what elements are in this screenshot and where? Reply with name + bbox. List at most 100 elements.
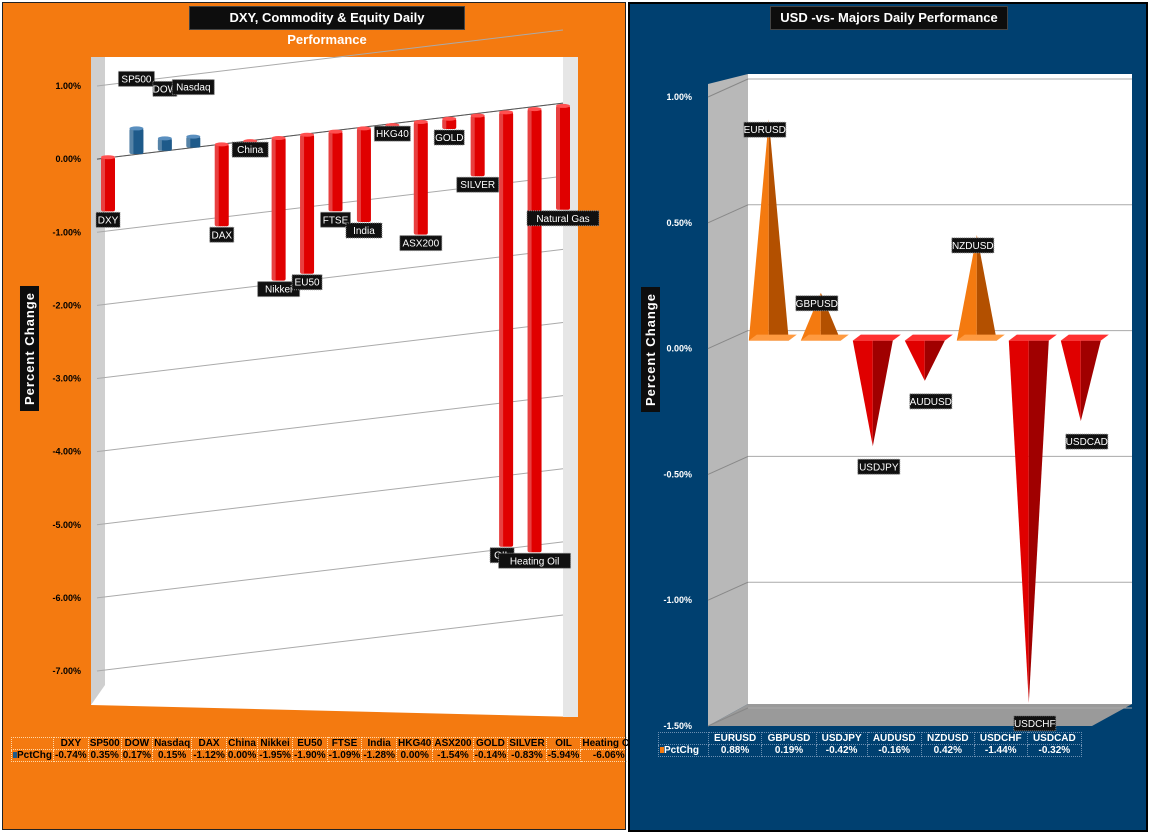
table-value-cell: -1.54% [432, 749, 474, 762]
bar [214, 144, 229, 227]
data-label-box [231, 141, 269, 158]
table-value-cell: -1.28% [361, 749, 397, 762]
y-tick-label: -0.50% [663, 469, 692, 479]
data-label-box [433, 129, 465, 146]
y-tick-label: -5.00% [52, 520, 81, 530]
data-label: AUDUSD [909, 393, 953, 410]
bar [356, 128, 371, 222]
gridline-side [707, 581, 749, 601]
table-value-cell: 0.42% [920, 744, 975, 757]
data-label: Heating Oil [498, 552, 572, 569]
legend-swatch [13, 752, 17, 758]
table-header-cell: FTSE [326, 737, 363, 750]
bar-highlight [556, 105, 560, 210]
y-tick-label: 0.00% [55, 154, 81, 164]
data-label-text: Heating Oil [510, 556, 559, 567]
data-label-text: HKG40 [376, 129, 409, 140]
data-label: USDJPY [857, 458, 901, 475]
left-y-axis-label: Percent Change [19, 286, 39, 411]
data-label: EU50 [291, 274, 323, 291]
bar [300, 134, 315, 274]
data-label: DOW [152, 80, 178, 97]
table-header-cell: Nasdaq [152, 737, 193, 750]
bar-highlight [101, 157, 105, 212]
table-header-cell: OIL [545, 737, 582, 750]
y-tick-label: -6.00% [52, 593, 81, 603]
table-header-cell: DOW [120, 737, 154, 750]
data-label-box [498, 552, 572, 569]
data-label: China [231, 141, 269, 158]
y-tick-label: -4.00% [52, 447, 81, 457]
data-label-box [1065, 433, 1109, 450]
pyramid-side [1080, 340, 1101, 422]
bar-cap [214, 142, 229, 147]
data-label-box [526, 210, 600, 227]
gridline [96, 395, 564, 453]
table-value-cell: 0.17% [120, 749, 154, 762]
plot-side-wall [708, 74, 748, 726]
bar-cap [413, 119, 428, 124]
left-table-header-row: DXY SP500 DOW Nasdaq DAX China Nikkei EU50 FTSE I… [11, 737, 697, 750]
bar-cap [271, 135, 286, 140]
table-header-cell: USDJPY [815, 732, 868, 745]
gridline [96, 248, 564, 306]
bar-cap [356, 126, 371, 131]
bar-highlight [328, 131, 333, 212]
data-label: USDCHF [1013, 715, 1057, 732]
pyramid-face [956, 234, 977, 341]
gridline [96, 541, 564, 599]
data-label-text: Natural Gas [536, 214, 589, 225]
data-label-box [345, 222, 383, 239]
y-tick-label: 1.00% [55, 81, 81, 91]
bar [413, 121, 428, 235]
pyramid-face [1008, 340, 1029, 703]
bar-highlight [442, 118, 447, 129]
left-chart-panel: 1.00% 0.00% -1.00% -2.00% -3.00% -4.00% -5.00%… [2, 2, 697, 830]
table-header-cell: ASX200 [432, 737, 474, 750]
gridline-side [707, 707, 749, 727]
data-label-text: DAX [211, 230, 232, 241]
bar-cap [499, 110, 514, 115]
data-label-text: FTSE [323, 215, 349, 226]
data-label-text: GOLD [435, 133, 463, 144]
table-header-cell: USDCAD [1026, 732, 1083, 745]
y-tick-label: 0.00% [666, 344, 692, 354]
data-label-box [171, 79, 215, 96]
series-name: PctChg [17, 750, 52, 761]
table-value-cell: -1.09% [326, 749, 363, 762]
data-label: HKG40 [373, 125, 411, 142]
bar-cap [470, 113, 485, 118]
bar [271, 137, 286, 281]
gridline [96, 322, 564, 379]
left-table-value-row: PctChg -0.74% 0.35% 0.17% 0.15% -1.12% 0.00% -1… [11, 749, 697, 762]
plot-side-wall [91, 57, 105, 705]
table-corner [658, 732, 709, 745]
pyramid-base [956, 334, 1005, 341]
pyramid-face [1060, 340, 1081, 422]
pyramid-side [872, 340, 893, 447]
right-data-table: EURUSD GBPUSD USDJPY AUDUSD NZDUSD USDCHF USDC… [658, 732, 1083, 757]
bar-highlight [356, 128, 361, 222]
y-tick-label: -2.00% [52, 300, 81, 310]
bar-cap [556, 103, 570, 108]
data-label: DAX [209, 226, 235, 243]
data-label: FTSE [320, 211, 351, 228]
data-label-text: USDCAD [1066, 437, 1108, 448]
table-corner [11, 737, 54, 750]
left-chart-title: DXY, Commodity & Equity Daily Performanc… [189, 6, 465, 47]
pyramid-side [976, 234, 997, 341]
gridline-side [707, 330, 749, 350]
table-value-cell: -5.94% [545, 749, 582, 762]
pyramid-side [924, 340, 945, 381]
data-label-text: ASX200 [402, 239, 439, 250]
series-legend: PctChg [658, 744, 709, 757]
data-label-box [456, 176, 500, 193]
right-chart-plot: 1.00% 0.50% 0.00% -0.50% -1.00% -1.50% EURUSD G… [663, 74, 1132, 732]
bar-highlight [300, 134, 305, 274]
table-value-cell: -1.44% [973, 744, 1028, 757]
pyramid-side [768, 119, 789, 341]
bar-cap [186, 134, 201, 139]
bar-highlight [157, 138, 162, 151]
data-label-text: EURUSD [744, 125, 786, 136]
table-value-cell: 0.00% [225, 749, 259, 762]
